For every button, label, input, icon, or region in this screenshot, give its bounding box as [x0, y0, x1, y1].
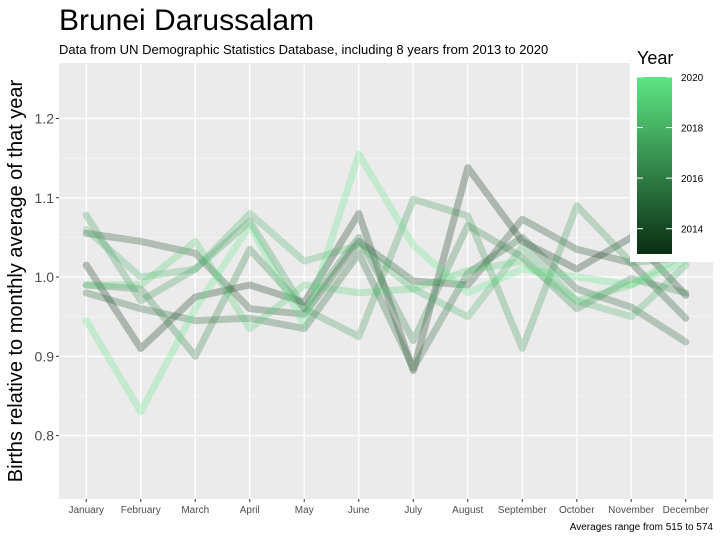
- x-tick-label: August: [452, 505, 483, 516]
- plot-panel: [59, 63, 713, 499]
- legend-title: Year: [637, 48, 673, 68]
- legend-tick-label: 2020: [681, 73, 704, 84]
- legend-ticks: 2014 2016 2018 2020: [637, 73, 704, 236]
- x-tick-label: May: [295, 505, 314, 516]
- x-tick-label: February: [121, 505, 161, 516]
- x-tick-label: June: [348, 505, 370, 516]
- x-tick-label: October: [559, 505, 595, 516]
- x-tick-label: November: [608, 505, 655, 516]
- legend-colorbar: [637, 77, 672, 254]
- series-line-2019: [82, 237, 690, 333]
- series-line-2013: [82, 164, 690, 375]
- series-line-2014: [82, 215, 690, 322]
- series-line-2018: [82, 210, 690, 321]
- y-tick-label: 1.1: [35, 190, 55, 206]
- x-tick-label: September: [498, 505, 548, 516]
- chart-subtitle: Data from UN Demographic Statistics Data…: [59, 42, 548, 57]
- legend-tick-label: 2016: [681, 174, 704, 185]
- x-tick-label: January: [68, 505, 104, 516]
- x-tick-label: July: [404, 505, 422, 516]
- x-axis-ticks: January February March April May June July Augu…: [68, 499, 709, 516]
- y-tick-label: 1.2: [35, 110, 55, 126]
- x-tick-label: March: [181, 505, 209, 516]
- gridlines: [59, 63, 713, 499]
- legend-tick-label: 2014: [681, 225, 704, 236]
- legend-tick-label: 2018: [681, 124, 704, 135]
- series-line-2016: [82, 222, 690, 360]
- x-tick-label: December: [663, 505, 710, 516]
- y-tick-label: 1.0: [35, 269, 55, 285]
- chart-title: Brunei Darussalam: [59, 4, 314, 37]
- y-tick-label: 0.9: [35, 348, 55, 364]
- y-axis-title: Births relative to monthly average of th…: [5, 79, 27, 482]
- series-line-2017: [82, 195, 690, 352]
- y-tick-label: 0.8: [35, 428, 55, 444]
- y-axis-ticks: 0.8 0.9 1.0 1.1 1.2: [35, 110, 59, 444]
- series-line-2015: [82, 233, 690, 372]
- series-line-2020: [82, 150, 690, 416]
- x-tick-label: April: [240, 505, 260, 516]
- series-lines: [82, 150, 690, 416]
- chart-caption: Averages range from 515 to 574: [570, 522, 714, 533]
